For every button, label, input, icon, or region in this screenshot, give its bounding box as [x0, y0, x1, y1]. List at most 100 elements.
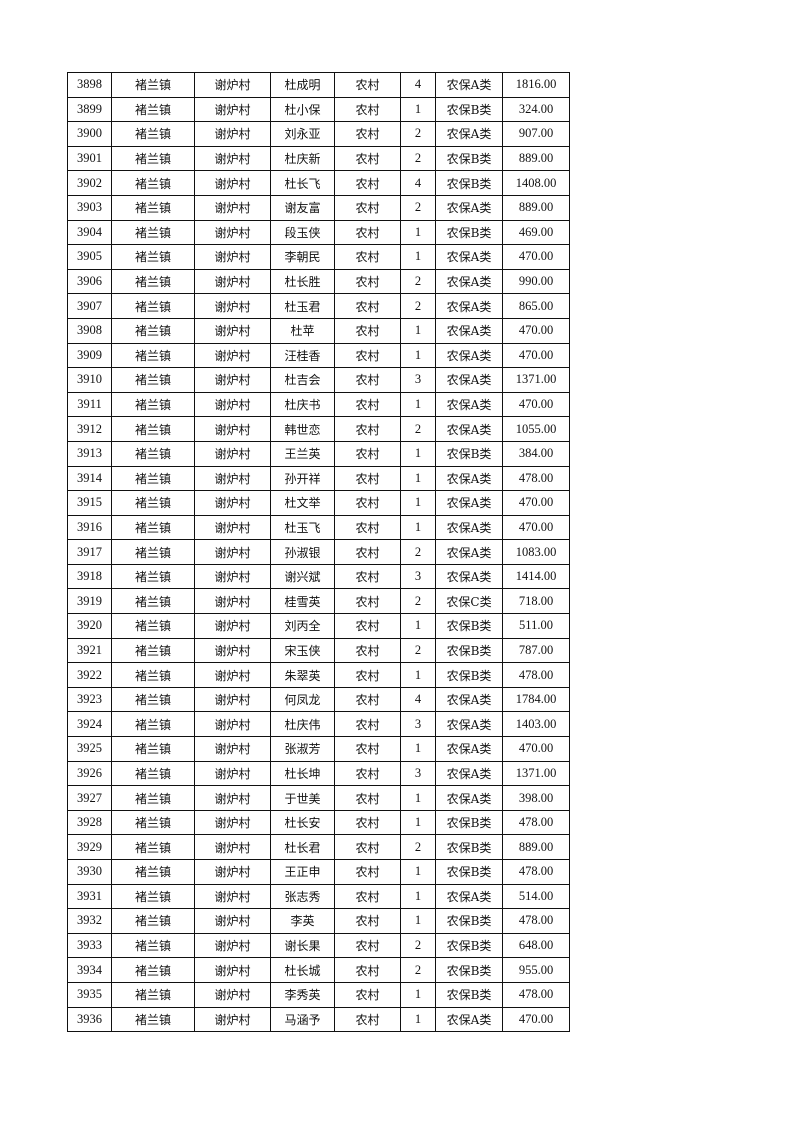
member-count-cell: 2 [400, 145, 436, 172]
town-cell: 褚兰镇 [111, 908, 195, 934]
amount-cell: 511.00 [502, 613, 570, 639]
household-type-cell: 农村 [334, 391, 401, 418]
household-type-cell: 农村 [334, 121, 401, 147]
household-type-cell: 农村 [334, 293, 401, 319]
category-cell: 农保A类 [435, 293, 503, 319]
town-cell: 褚兰镇 [111, 465, 195, 492]
name-cell: 杜玉君 [270, 293, 335, 319]
household-type-cell: 农村 [334, 440, 401, 467]
table-row: 3917 褚兰镇 谢炉村 孙淑银 农村 2 农保A类 1083.00 [67, 539, 570, 565]
category-cell: 农保A类 [435, 121, 503, 147]
village-cell: 谢炉村 [194, 219, 271, 246]
category-cell: 农保A类 [435, 465, 503, 492]
table-row: 3932 褚兰镇 谢炉村 李英 农村 1 农保B类 478.00 [67, 908, 570, 934]
category-cell: 农保A类 [435, 72, 503, 98]
town-cell: 褚兰镇 [111, 121, 195, 147]
amount-cell: 990.00 [502, 268, 570, 295]
name-cell: 杜苹 [270, 317, 335, 344]
village-cell: 谢炉村 [194, 539, 271, 565]
amount-cell: 889.00 [502, 145, 570, 172]
row-number-cell: 3929 [67, 834, 112, 860]
row-number-cell: 3899 [67, 96, 112, 123]
category-cell: 农保B类 [435, 981, 503, 1008]
row-number-cell: 3930 [67, 859, 112, 885]
table-row: 3914 褚兰镇 谢炉村 孙开祥 农村 1 农保A类 478.00 [67, 465, 570, 492]
amount-cell: 1371.00 [502, 367, 570, 393]
category-cell: 农保A类 [435, 514, 503, 541]
town-cell: 褚兰镇 [111, 72, 195, 98]
row-number-cell: 3934 [67, 957, 112, 983]
village-cell: 谢炉村 [194, 268, 271, 295]
name-cell: 杜庆新 [270, 145, 335, 172]
household-type-cell: 农村 [334, 170, 401, 196]
household-type-cell: 农村 [334, 686, 401, 713]
row-number-cell: 3919 [67, 588, 112, 615]
town-cell: 褚兰镇 [111, 662, 195, 688]
name-cell: 李朝民 [270, 244, 335, 270]
member-count-cell: 1 [400, 883, 436, 910]
table-row: 3922 褚兰镇 谢炉村 朱翠英 农村 1 农保B类 478.00 [67, 662, 570, 688]
town-cell: 褚兰镇 [111, 859, 195, 885]
name-cell: 孙开祥 [270, 465, 335, 492]
town-cell: 褚兰镇 [111, 1006, 195, 1033]
table-row: 3906 褚兰镇 谢炉村 杜长胜 农村 2 农保A类 990.00 [67, 268, 570, 295]
row-number-cell: 3904 [67, 219, 112, 246]
household-type-cell: 农村 [334, 785, 401, 811]
name-cell: 王正申 [270, 859, 335, 885]
table-row: 3933 褚兰镇 谢炉村 谢长果 农村 2 农保B类 648.00 [67, 932, 570, 959]
category-cell: 农保B类 [435, 908, 503, 934]
household-type-cell: 农村 [334, 932, 401, 959]
town-cell: 褚兰镇 [111, 588, 195, 615]
amount-cell: 1403.00 [502, 711, 570, 738]
household-type-cell: 农村 [334, 981, 401, 1008]
category-cell: 农保B类 [435, 637, 503, 664]
name-cell: 杜文举 [270, 490, 335, 516]
amount-cell: 470.00 [502, 244, 570, 270]
name-cell: 杜玉飞 [270, 514, 335, 541]
member-count-cell: 1 [400, 514, 436, 541]
name-cell: 刘丙全 [270, 613, 335, 639]
amount-cell: 470.00 [502, 514, 570, 541]
row-number-cell: 3923 [67, 686, 112, 713]
name-cell: 桂雪英 [270, 588, 335, 615]
row-number-cell: 3932 [67, 908, 112, 934]
category-cell: 农保B类 [435, 957, 503, 983]
town-cell: 褚兰镇 [111, 268, 195, 295]
table-row: 3923 褚兰镇 谢炉村 何凤龙 农村 4 农保A类 1784.00 [67, 686, 570, 713]
amount-cell: 470.00 [502, 1006, 570, 1033]
village-cell: 谢炉村 [194, 736, 271, 762]
row-number-cell: 3920 [67, 613, 112, 639]
category-cell: 农保B类 [435, 859, 503, 885]
row-number-cell: 3906 [67, 268, 112, 295]
household-type-cell: 农村 [334, 539, 401, 565]
village-cell: 谢炉村 [194, 613, 271, 639]
category-cell: 农保B类 [435, 219, 503, 246]
town-cell: 褚兰镇 [111, 194, 195, 221]
village-cell: 谢炉村 [194, 514, 271, 541]
village-cell: 谢炉村 [194, 686, 271, 713]
household-type-cell: 农村 [334, 72, 401, 98]
category-cell: 农保A类 [435, 367, 503, 393]
table-row: 3907 褚兰镇 谢炉村 杜玉君 农村 2 农保A类 865.00 [67, 293, 570, 319]
category-cell: 农保A类 [435, 883, 503, 910]
member-count-cell: 2 [400, 957, 436, 983]
member-count-cell: 3 [400, 711, 436, 738]
village-cell: 谢炉村 [194, 194, 271, 221]
amount-cell: 384.00 [502, 440, 570, 467]
village-cell: 谢炉村 [194, 367, 271, 393]
row-number-cell: 3914 [67, 465, 112, 492]
name-cell: 杜长君 [270, 834, 335, 860]
category-cell: 农保B类 [435, 809, 503, 836]
amount-cell: 1784.00 [502, 686, 570, 713]
table-row: 3918 褚兰镇 谢炉村 谢兴斌 农村 3 农保A类 1414.00 [67, 563, 570, 590]
village-cell: 谢炉村 [194, 391, 271, 418]
table-row: 3899 褚兰镇 谢炉村 杜小保 农村 1 农保B类 324.00 [67, 96, 570, 123]
town-cell: 褚兰镇 [111, 367, 195, 393]
amount-cell: 718.00 [502, 588, 570, 615]
household-type-cell: 农村 [334, 613, 401, 639]
name-cell: 杜庆书 [270, 391, 335, 418]
member-count-cell: 4 [400, 170, 436, 196]
village-cell: 谢炉村 [194, 859, 271, 885]
village-cell: 谢炉村 [194, 563, 271, 590]
row-number-cell: 3898 [67, 72, 112, 98]
